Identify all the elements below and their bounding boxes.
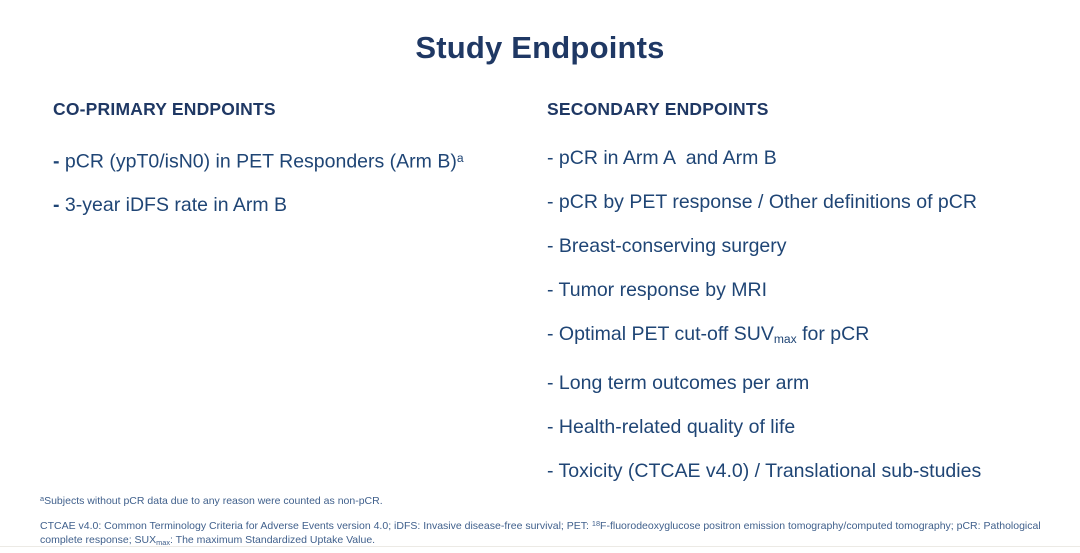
endpoint-item: - Toxicity (CTCAE v4.0) / Translational … [547, 460, 982, 483]
endpoint-item: - pCR by PET response / Other definition… [547, 191, 977, 213]
co-primary-heading: CO-PRIMARY ENDPOINTS [53, 99, 276, 119]
co-primary-item-list: - pCR (ypT0/isN0) in PET Responders (Arm… [53, 146, 533, 217]
endpoint-item: - pCR (ypT0/isN0) in PET Responders (Arm… [53, 150, 464, 173]
endpoint-item: - Long term outcomes per arm [547, 372, 810, 395]
endpoint-item: - Tumor response by MRI [547, 279, 767, 301]
endpoint-item: - Optimal PET cut-off SUVmax for pCR [547, 323, 870, 347]
footnote-a: aSubjects without pCR data due to any re… [40, 494, 383, 507]
endpoint-item: - 3-year iDFS rate in Arm B [53, 194, 288, 217]
endpoint-item: - Health-related quality of life [547, 416, 796, 439]
endpoint-item: - pCR in Arm A and Arm B [547, 147, 777, 169]
secondary-item-list: - pCR in Arm A and Arm B - pCR by PET res… [547, 146, 1072, 483]
footnote-abbreviations: CTCAE v4.0: Common Terminology Criteria … [40, 519, 1041, 547]
endpoint-item: - Breast-conserving surgery [547, 235, 787, 257]
secondary-heading: SECONDARY ENDPOINTS [547, 99, 769, 119]
co-primary-endpoints-section: CO-PRIMARY ENDPOINTS - pCR (ypT0/isN0) i… [53, 99, 533, 237]
secondary-endpoints-section: SECONDARY ENDPOINTS - pCR in Arm A and A… [547, 99, 1072, 503]
footnotes: aSubjects without pCR data due to any re… [40, 492, 1058, 553]
bottom-divider [0, 546, 1080, 547]
page-title: Study Endpoints [415, 30, 665, 65]
